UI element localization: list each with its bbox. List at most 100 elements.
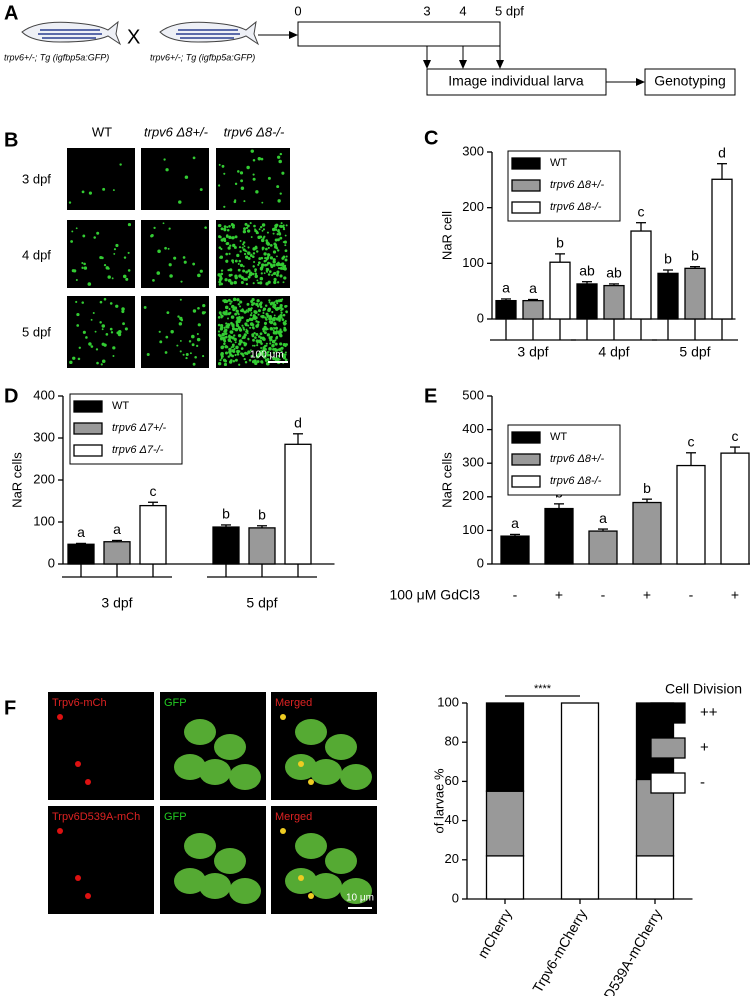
cell xyxy=(267,308,271,313)
cell xyxy=(251,360,256,364)
cell xyxy=(241,246,244,249)
cell xyxy=(230,273,233,277)
cell xyxy=(219,324,224,328)
cell xyxy=(81,301,84,304)
cell xyxy=(251,272,255,276)
cell xyxy=(242,326,245,329)
cell xyxy=(223,172,226,175)
cell xyxy=(220,269,224,272)
bar xyxy=(139,504,167,565)
cell xyxy=(236,349,240,354)
cell xyxy=(122,322,125,326)
cell xyxy=(220,336,225,340)
cell xyxy=(73,269,77,273)
cell xyxy=(232,243,236,248)
timeline-tick: 4 xyxy=(459,3,466,18)
cell xyxy=(242,354,245,358)
cell xyxy=(285,311,288,314)
cell xyxy=(227,278,232,283)
cell xyxy=(249,254,253,257)
legend-swatch xyxy=(511,201,541,214)
cell xyxy=(261,201,264,204)
cell xyxy=(253,344,256,347)
cell xyxy=(227,317,229,320)
cell xyxy=(263,331,267,335)
cell xyxy=(253,260,256,264)
cell xyxy=(127,222,132,227)
y-tick-label: 200 xyxy=(462,199,484,214)
cell xyxy=(232,261,235,264)
cell xyxy=(70,240,74,243)
cell xyxy=(269,326,274,331)
punctum xyxy=(57,714,63,720)
cell xyxy=(268,301,271,304)
cell xyxy=(269,342,272,345)
cell xyxy=(255,302,259,307)
cell xyxy=(159,340,163,344)
cell xyxy=(69,360,73,365)
cell xyxy=(310,873,342,899)
cell xyxy=(232,350,236,353)
cell xyxy=(231,324,235,328)
cell xyxy=(255,333,259,336)
x-tick-label: Trpv6D539A-mCherry xyxy=(583,906,665,996)
cell xyxy=(112,346,116,350)
significance-letter: a xyxy=(502,280,510,296)
cell xyxy=(268,262,271,265)
cell xyxy=(282,227,286,231)
legend-swatch xyxy=(650,772,686,794)
significance-letter: a xyxy=(511,515,519,531)
cell xyxy=(113,252,116,255)
cell xyxy=(249,222,252,225)
cell xyxy=(219,235,222,239)
cell xyxy=(221,345,225,348)
cell xyxy=(146,353,150,357)
cell xyxy=(275,335,279,339)
cell xyxy=(229,302,232,305)
cell xyxy=(263,259,267,263)
cell xyxy=(192,309,197,313)
cell xyxy=(247,337,250,340)
legend-label: trpv6 Δ8+/- xyxy=(550,179,604,191)
cell xyxy=(237,313,240,316)
column-label: trpv6 Δ8+/- xyxy=(144,124,209,139)
cell xyxy=(236,298,240,302)
cell xyxy=(232,307,236,312)
cell xyxy=(199,873,231,899)
cell xyxy=(184,833,216,859)
legend-label: + xyxy=(700,739,709,756)
cell xyxy=(272,356,275,359)
legend-swatch xyxy=(73,444,103,457)
cell xyxy=(262,311,265,315)
cell xyxy=(229,244,232,247)
cell xyxy=(261,223,266,227)
cell xyxy=(166,311,170,315)
cell xyxy=(272,260,276,264)
cell xyxy=(239,250,242,253)
cell xyxy=(225,310,228,314)
significance-letter: c xyxy=(688,433,695,449)
cell xyxy=(127,269,131,272)
cell xyxy=(285,255,288,258)
timeline-tick: 0 xyxy=(294,3,301,18)
cell xyxy=(217,323,221,327)
cell xyxy=(245,282,249,286)
cell xyxy=(247,275,251,279)
cell xyxy=(217,362,222,366)
cell xyxy=(191,343,195,347)
cell xyxy=(176,344,179,347)
x-tick-label: + xyxy=(555,587,563,603)
cell xyxy=(223,227,227,231)
cell xyxy=(85,336,88,339)
cell xyxy=(256,299,260,303)
cell xyxy=(127,251,130,254)
cell xyxy=(255,231,259,235)
cell xyxy=(274,323,277,326)
cell xyxy=(257,281,260,285)
legend-label: trpv6 Δ7+/- xyxy=(112,422,166,434)
cell xyxy=(252,247,256,251)
cell xyxy=(197,273,201,278)
cell xyxy=(179,316,183,321)
cell xyxy=(267,350,270,354)
cell xyxy=(245,330,248,333)
